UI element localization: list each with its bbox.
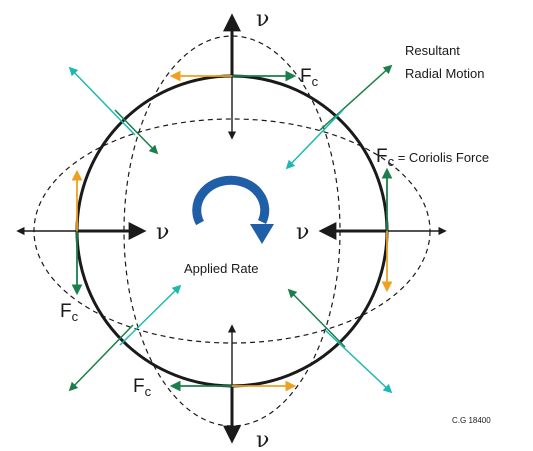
fc-sub: c [145,384,152,399]
green-arrow-bottom-left [68,324,134,392]
svg-text:Fc: Fc [60,301,79,324]
coriolis-arrows [71,70,393,392]
teal-arrow-top-right [285,109,344,170]
svg-text:Fc: Fc [300,66,319,89]
resultant-label-line2: Radial Motion [405,66,485,81]
nu-label-left: ν [156,220,169,245]
fc-label-left: Fc [60,301,79,324]
nu-label-bottom: ν [256,428,269,451]
green-arrow-top-right [319,64,393,131]
fc-label-bottom: Fc [133,376,152,399]
svg-text:Fc = Coriolis Force: Fc = Coriolis Force [376,146,489,169]
svg-text:Fc: Fc [133,376,152,399]
velocity-arrows [16,13,447,444]
teal-arrow-bottom-right [324,329,393,394]
fc-sub: c [312,74,319,89]
fc-sub: c [72,309,79,324]
teal-arrow-top-left [68,66,136,136]
fc-main: F [376,146,388,167]
fc-sub: c [388,154,395,169]
fc-label-coriolis: Fc = Coriolis Force [376,146,489,169]
applied-rate-label: Applied Rate [184,261,258,276]
applied-rate-arrow [192,175,274,244]
green-arrow-bottom-right [287,288,346,348]
nu-label-top: ν [256,7,269,32]
resultant-label-line1: Resultant [405,43,460,58]
figure-code: C.G 18400 [452,416,491,425]
fc-label-top: Fc [300,66,319,89]
coriolis-force-text: = Coriolis Force [394,150,489,165]
diagonal-arrows [68,64,393,394]
nu-label-right: ν [296,220,309,245]
fc-main: F [133,376,145,397]
teal-arrow-bottom-left [119,284,182,346]
fc-main: F [60,301,72,322]
fc-main: F [300,66,312,87]
green-arrow-top-left [114,109,159,155]
